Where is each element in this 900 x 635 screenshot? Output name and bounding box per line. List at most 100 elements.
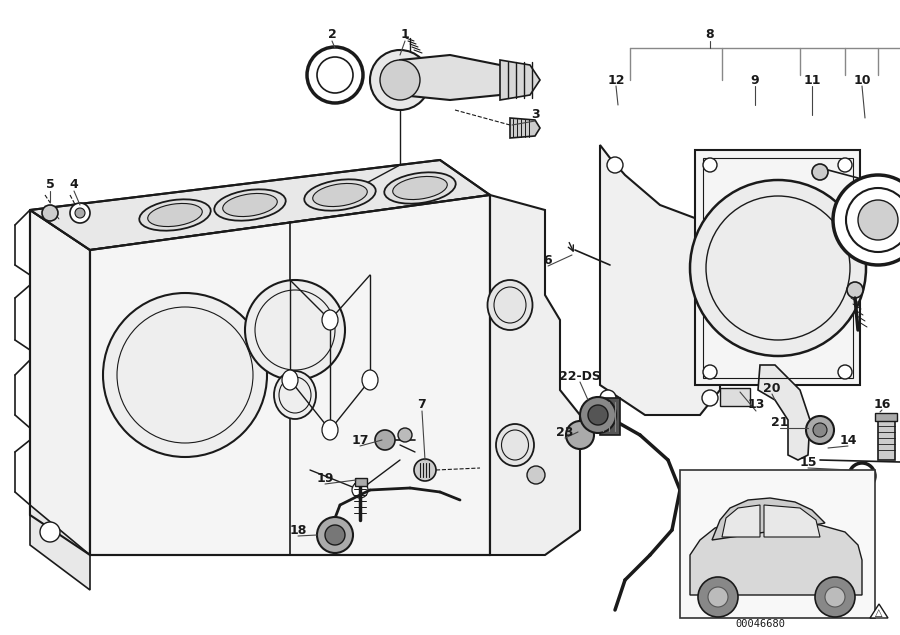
Text: 9: 9 (751, 74, 760, 86)
Polygon shape (758, 365, 810, 460)
Text: 15: 15 (799, 455, 817, 469)
Text: 10: 10 (853, 74, 871, 86)
Polygon shape (712, 498, 825, 540)
Circle shape (375, 430, 395, 450)
Circle shape (75, 208, 85, 218)
Ellipse shape (140, 199, 211, 231)
Circle shape (307, 47, 363, 103)
Text: 18: 18 (289, 523, 307, 537)
Text: 4: 4 (69, 178, 78, 192)
Text: 14: 14 (839, 434, 857, 446)
Text: 5: 5 (46, 178, 54, 192)
Bar (720, 388, 750, 406)
Circle shape (317, 517, 353, 553)
Polygon shape (30, 160, 490, 250)
Text: 22-DS: 22-DS (559, 370, 601, 382)
Polygon shape (90, 195, 490, 555)
Ellipse shape (496, 424, 534, 466)
Circle shape (607, 157, 623, 173)
Ellipse shape (392, 177, 447, 199)
Circle shape (702, 220, 718, 236)
Ellipse shape (488, 280, 533, 330)
Text: 8: 8 (706, 29, 715, 41)
Ellipse shape (322, 310, 338, 330)
Circle shape (825, 587, 845, 607)
Ellipse shape (312, 184, 367, 206)
Circle shape (398, 428, 412, 442)
Circle shape (527, 466, 545, 484)
Text: △: △ (875, 608, 883, 618)
Polygon shape (690, 520, 862, 595)
Polygon shape (600, 145, 720, 415)
Circle shape (806, 416, 834, 444)
Circle shape (380, 60, 420, 100)
Polygon shape (500, 60, 540, 100)
Text: 12: 12 (608, 74, 625, 86)
Text: 19: 19 (316, 472, 334, 485)
Circle shape (698, 577, 738, 617)
Polygon shape (600, 398, 620, 435)
Ellipse shape (322, 420, 338, 440)
Circle shape (847, 282, 863, 298)
Text: 6: 6 (544, 253, 553, 267)
Text: 1: 1 (400, 29, 410, 41)
Circle shape (703, 365, 717, 379)
Polygon shape (878, 415, 895, 460)
Circle shape (833, 175, 900, 265)
Ellipse shape (222, 194, 277, 217)
Text: 17: 17 (351, 434, 369, 446)
Circle shape (858, 200, 898, 240)
Bar (875, 413, 897, 421)
Polygon shape (395, 55, 510, 100)
Circle shape (812, 164, 828, 180)
Ellipse shape (148, 203, 202, 227)
Circle shape (40, 522, 60, 542)
Circle shape (70, 203, 90, 223)
Ellipse shape (274, 371, 316, 419)
Circle shape (580, 397, 616, 433)
Circle shape (325, 525, 345, 545)
Circle shape (414, 459, 436, 481)
Text: 20: 20 (763, 382, 781, 394)
Polygon shape (30, 210, 90, 555)
Ellipse shape (384, 172, 455, 204)
Circle shape (690, 180, 866, 356)
Text: 13: 13 (747, 399, 765, 411)
Ellipse shape (214, 189, 285, 221)
Polygon shape (695, 150, 860, 385)
Circle shape (42, 205, 58, 221)
Circle shape (703, 158, 717, 172)
Text: 00046680: 00046680 (735, 619, 785, 629)
Circle shape (103, 293, 267, 457)
Polygon shape (722, 505, 760, 537)
Circle shape (370, 50, 430, 110)
Polygon shape (30, 505, 90, 590)
Text: 11: 11 (803, 74, 821, 86)
Polygon shape (490, 195, 580, 555)
Bar (703, 158, 853, 378)
Polygon shape (510, 118, 540, 138)
Text: 16: 16 (873, 398, 891, 410)
Circle shape (702, 390, 718, 406)
Polygon shape (870, 604, 888, 618)
Ellipse shape (304, 179, 375, 211)
Circle shape (245, 280, 345, 380)
Circle shape (600, 390, 616, 406)
Polygon shape (764, 505, 820, 537)
Text: 21: 21 (771, 415, 788, 429)
Circle shape (813, 423, 827, 437)
Text: 23: 23 (556, 425, 573, 439)
Circle shape (838, 365, 852, 379)
Bar (680, 470, 875, 618)
Circle shape (352, 482, 368, 498)
Circle shape (588, 405, 608, 425)
Text: 7: 7 (418, 399, 427, 411)
Circle shape (815, 577, 855, 617)
Circle shape (566, 421, 594, 449)
Text: 2: 2 (328, 29, 337, 41)
Ellipse shape (282, 370, 298, 390)
Text: 3: 3 (531, 109, 539, 121)
Bar (355, 478, 367, 486)
Ellipse shape (362, 370, 378, 390)
Circle shape (708, 587, 728, 607)
